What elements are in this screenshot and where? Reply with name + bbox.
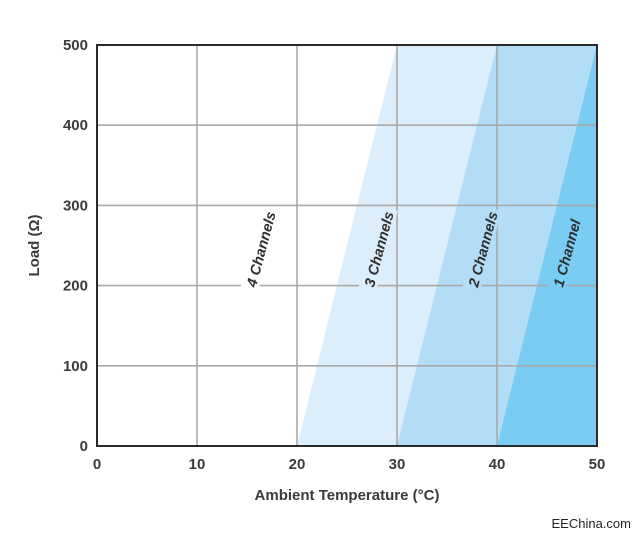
- region-label: 4 Channels: [244, 210, 280, 290]
- y-tick-label: 400: [63, 117, 88, 134]
- x-tick-label: 50: [589, 456, 606, 473]
- region-label-backdrop: [462, 206, 502, 292]
- x-tick-label: 30: [389, 456, 406, 473]
- gridlines: [97, 45, 597, 446]
- y-tick-label: 500: [63, 37, 88, 54]
- region-fills: [297, 45, 597, 446]
- y-tick-label: 100: [63, 358, 88, 375]
- region-label-backdrop: [358, 206, 398, 292]
- y-tick-label: 300: [63, 197, 88, 214]
- x-tick-label: 40: [489, 456, 506, 473]
- y-tick-label: 200: [63, 278, 88, 295]
- x-tick-label: 20: [289, 456, 306, 473]
- x-tick-label: 0: [93, 456, 101, 473]
- region-fill-4: [497, 45, 597, 446]
- region-label-backdrop: [546, 210, 586, 296]
- plot-frame: [96, 44, 598, 447]
- x-tick-label: 10: [189, 456, 206, 473]
- x-axis-title: Ambient Temperature (°C): [255, 487, 440, 504]
- y-tick-label: 0: [80, 438, 88, 455]
- region-label-group: 4 Channels: [240, 206, 280, 292]
- watermark: EEChina.com: [552, 516, 631, 531]
- region-label-backdrop: [240, 206, 280, 292]
- x-tick-labels: 0 10 20 30 40 50: [93, 456, 606, 473]
- y-tick-labels: 0 100 200 300 400 500: [63, 37, 88, 455]
- y-axis-title: Load (Ω): [26, 214, 43, 276]
